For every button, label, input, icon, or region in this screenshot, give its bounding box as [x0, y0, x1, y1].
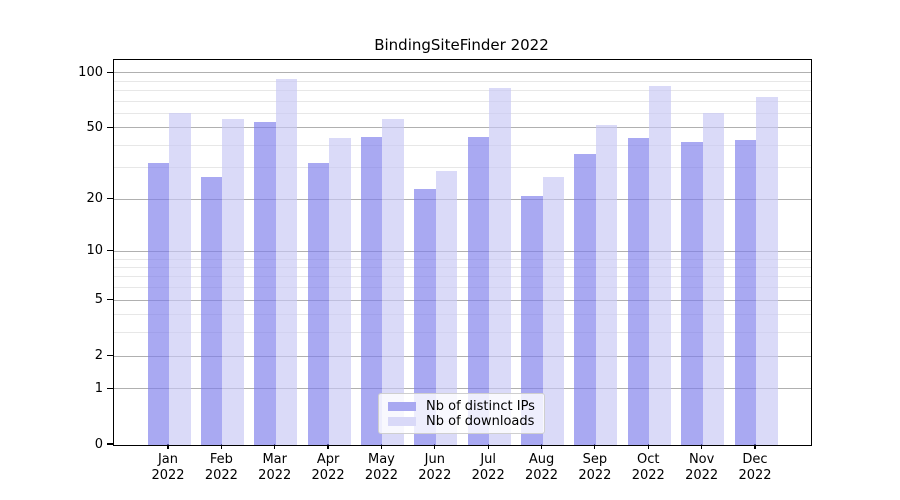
bar-jan-distinct-ips [147, 163, 169, 445]
x-tick-mark [701, 444, 703, 449]
plot-area [113, 59, 812, 446]
y-tick-label-0: 0 [94, 436, 103, 452]
legend: Nb of distinct IPs Nb of downloads [378, 393, 545, 434]
x-tick-label-feb: Feb 2022 [204, 452, 238, 483]
legend-swatch-distinct-ips-icon [388, 401, 416, 412]
bar-oct-downloads [649, 86, 671, 445]
gridline-minor [114, 332, 811, 334]
chart-title: BindingSiteFinder 2022 [374, 36, 549, 54]
y-tick-label-100: 100 [78, 64, 103, 80]
bar-aug-distinct-ips [521, 196, 543, 445]
bar-jul-downloads [489, 88, 511, 445]
bar-may-distinct-ips [360, 136, 383, 445]
x-tick-mark [434, 444, 436, 449]
legend-label-downloads: Nb of downloads [426, 414, 535, 429]
x-tick-label-apr: Apr 2022 [311, 452, 345, 483]
y-tick-label-10: 10 [86, 243, 103, 259]
x-tick-mark [540, 444, 543, 449]
gridline-major [114, 299, 811, 301]
y-tick-mark [107, 250, 113, 252]
bar-apr-distinct-ips [307, 163, 330, 445]
x-tick-mark [274, 444, 276, 449]
bar-jul-distinct-ips [467, 136, 490, 445]
gridline-minor [114, 80, 811, 82]
bar-apr-downloads [329, 138, 351, 445]
gridline-minor [114, 276, 811, 278]
gridline-minor [114, 258, 811, 260]
y-tick-label-5: 5 [94, 292, 103, 308]
y-tick-label-50: 50 [86, 119, 103, 135]
x-tick-label-nov: Nov 2022 [685, 452, 719, 483]
bar-jan-downloads [169, 112, 191, 445]
bar-feb-downloads [222, 119, 244, 445]
y-tick-mark [107, 71, 113, 73]
bar-nov-downloads [702, 112, 725, 445]
gridline-minor [114, 167, 811, 169]
bar-sep-distinct-ips [574, 154, 596, 445]
x-tick-label-jun: Jun 2022 [418, 452, 452, 483]
bar-jun-distinct-ips [414, 188, 436, 445]
bar-jun-downloads [435, 171, 458, 445]
gridline-minor [114, 267, 811, 268]
y-tick-mark [107, 126, 113, 128]
y-tick-mark [107, 198, 113, 200]
bar-dec-downloads [756, 97, 778, 445]
bar-nov-distinct-ips [681, 142, 703, 445]
y-tick-label-20: 20 [86, 191, 103, 207]
bar-sep-downloads [595, 125, 618, 445]
gridline-minor [114, 314, 811, 316]
y-tick-mark [107, 354, 113, 357]
bar-dec-distinct-ips [734, 140, 756, 445]
gridline-major [114, 355, 811, 357]
y-tick-mark [107, 387, 113, 389]
y-tick-label-2: 2 [94, 347, 103, 363]
x-tick-mark [487, 444, 489, 449]
gridline-minor [114, 112, 811, 114]
x-tick-label-aug: Aug 2022 [524, 452, 559, 483]
gridline-minor [114, 100, 811, 102]
x-tick-label-jul: Jul 2022 [471, 452, 505, 483]
gridline-major [114, 127, 811, 129]
x-tick-mark [220, 444, 222, 449]
gridline-minor [114, 90, 811, 91]
bar-oct-distinct-ips [627, 138, 650, 445]
gridline-major [114, 198, 811, 200]
x-tick-mark [647, 444, 649, 449]
y-tick-mark [107, 443, 113, 445]
x-tick-label-oct: Oct 2022 [631, 452, 665, 483]
gridline-major [114, 388, 811, 390]
x-tick-label-dec: Dec 2022 [738, 452, 772, 483]
bar-aug-downloads [542, 176, 565, 445]
x-tick-mark [327, 444, 329, 449]
legend-item-distinct-ips: Nb of distinct IPs [388, 399, 535, 414]
y-tick-mark [107, 299, 113, 301]
gridline-major [114, 250, 811, 252]
legend-item-downloads: Nb of downloads [388, 414, 535, 429]
bar-may-downloads [382, 119, 404, 445]
y-tick-label-1: 1 [94, 380, 103, 396]
x-tick-label-may: May 2022 [364, 452, 398, 483]
bar-mar-distinct-ips [254, 122, 276, 445]
gridline-major [114, 72, 811, 74]
x-tick-label-sep: Sep 2022 [578, 452, 612, 483]
gridline-minor [114, 144, 811, 146]
bar-mar-downloads [275, 79, 298, 445]
legend-swatch-downloads-icon [388, 416, 416, 427]
x-tick-mark [594, 444, 596, 449]
x-tick-label-jan: Jan 2022 [151, 452, 185, 483]
x-tick-mark [754, 444, 756, 449]
legend-label-distinct-ips: Nb of distinct IPs [426, 399, 535, 414]
x-tick-mark [167, 444, 169, 449]
gridline-minor [114, 287, 811, 289]
x-tick-mark [380, 444, 383, 449]
bar-feb-distinct-ips [200, 176, 223, 445]
x-tick-label-mar: Mar 2022 [258, 452, 292, 483]
